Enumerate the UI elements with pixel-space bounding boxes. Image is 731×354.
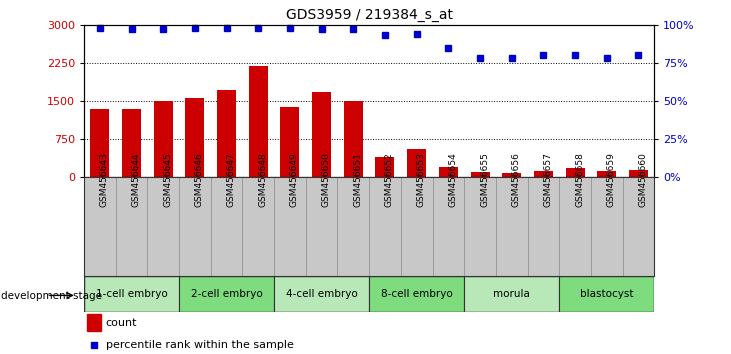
- Bar: [281, 107, 300, 177]
- Text: GSM456651: GSM456651: [353, 153, 363, 207]
- Text: GSM456647: GSM456647: [227, 153, 235, 207]
- Bar: [344, 101, 363, 177]
- Text: count: count: [106, 318, 137, 327]
- Text: GSM456653: GSM456653: [417, 153, 425, 207]
- Text: GSM456656: GSM456656: [512, 153, 520, 207]
- Text: GSM456648: GSM456648: [258, 153, 268, 207]
- Bar: [369, 276, 464, 312]
- Text: 4-cell embryo: 4-cell embryo: [286, 289, 357, 299]
- Bar: [179, 276, 274, 312]
- Bar: [84, 276, 179, 312]
- Text: 1-cell embryo: 1-cell embryo: [96, 289, 167, 299]
- Text: 2-cell embryo: 2-cell embryo: [191, 289, 262, 299]
- Text: percentile rank within the sample: percentile rank within the sample: [106, 339, 294, 350]
- Text: blastocyst: blastocyst: [580, 289, 634, 299]
- Bar: [597, 171, 616, 177]
- Title: GDS3959 / 219384_s_at: GDS3959 / 219384_s_at: [286, 8, 452, 22]
- Text: GSM456654: GSM456654: [448, 153, 458, 207]
- Bar: [217, 90, 236, 177]
- Bar: [122, 109, 141, 177]
- Bar: [274, 276, 369, 312]
- Text: GSM456658: GSM456658: [575, 153, 584, 207]
- Text: GSM456649: GSM456649: [290, 153, 299, 207]
- Text: GSM456646: GSM456646: [195, 153, 204, 207]
- Bar: [464, 276, 559, 312]
- Bar: [534, 171, 553, 177]
- Bar: [471, 172, 490, 177]
- Text: GSM456659: GSM456659: [607, 153, 616, 207]
- Bar: [249, 67, 268, 177]
- Text: GSM456660: GSM456660: [638, 153, 648, 207]
- Text: GSM456657: GSM456657: [543, 153, 553, 207]
- Text: GSM456650: GSM456650: [322, 153, 330, 207]
- Bar: [154, 101, 173, 177]
- Bar: [566, 169, 585, 177]
- Bar: [91, 109, 110, 177]
- Bar: [559, 276, 654, 312]
- Text: GSM456652: GSM456652: [385, 153, 394, 207]
- Text: development stage: development stage: [1, 291, 102, 301]
- Text: GSM456643: GSM456643: [100, 153, 109, 207]
- Bar: [629, 170, 648, 177]
- Bar: [87, 314, 101, 331]
- Bar: [439, 167, 458, 177]
- Text: GSM456655: GSM456655: [480, 153, 489, 207]
- Text: morula: morula: [493, 289, 530, 299]
- Bar: [502, 173, 521, 177]
- Text: GSM456644: GSM456644: [132, 153, 140, 207]
- Bar: [407, 149, 426, 177]
- Text: GSM456645: GSM456645: [163, 153, 173, 207]
- Text: 8-cell embryo: 8-cell embryo: [381, 289, 452, 299]
- Bar: [376, 157, 395, 177]
- Bar: [312, 92, 331, 177]
- Bar: [186, 98, 205, 177]
